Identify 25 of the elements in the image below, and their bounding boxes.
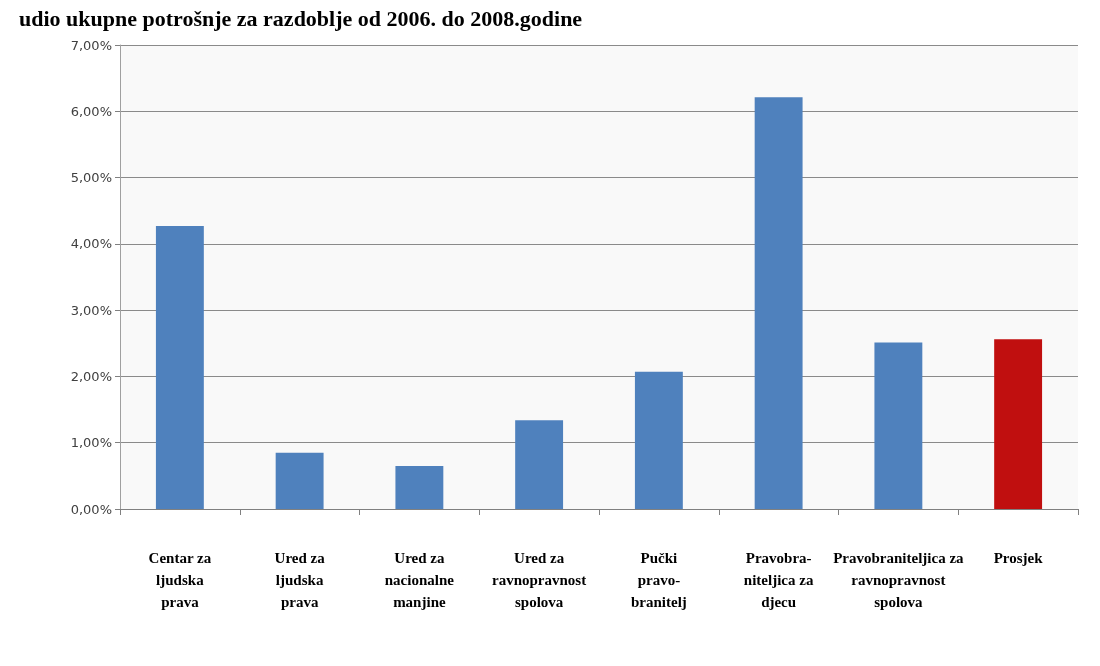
bar [634, 371, 683, 509]
bar [395, 465, 444, 509]
y-tick-label: 2,00% [70, 368, 112, 384]
x-tick-label: Pravobra- niteljica za djecu [743, 550, 814, 610]
y-tick-label: 3,00% [70, 302, 112, 318]
x-tick-label: Pučki pravo- branitelj [630, 550, 687, 610]
bar [994, 339, 1043, 509]
y-tick-label: 1,00% [70, 435, 112, 451]
x-tick-label: Centar za ljudska prava [148, 550, 212, 610]
x-tick-label: Ured za ljudska prava [274, 550, 326, 610]
y-tick-label: 7,00% [70, 37, 112, 53]
x-tick-label: Ured za nacionalne manjine [384, 550, 455, 610]
bar [754, 97, 803, 509]
y-tick-label: 5,00% [70, 170, 112, 186]
x-tick-label: Ured za ravnopravnost spolova [492, 550, 587, 610]
bar [515, 420, 564, 509]
y-tick-label: 6,00% [70, 103, 112, 119]
y-tick-label: 0,00% [70, 501, 112, 517]
chart-title: udio ukupne potrošnje za razdoblje od 2006. do 2008.godine [19, 5, 583, 31]
bar [874, 342, 923, 509]
x-tick-label: Prosjek [993, 550, 1044, 566]
x-tick-label: Pravobraniteljica za ravnopravnost spolova [833, 550, 965, 610]
y-tick-label: 4,00% [70, 236, 112, 252]
bar [155, 225, 204, 509]
bar [275, 452, 324, 509]
